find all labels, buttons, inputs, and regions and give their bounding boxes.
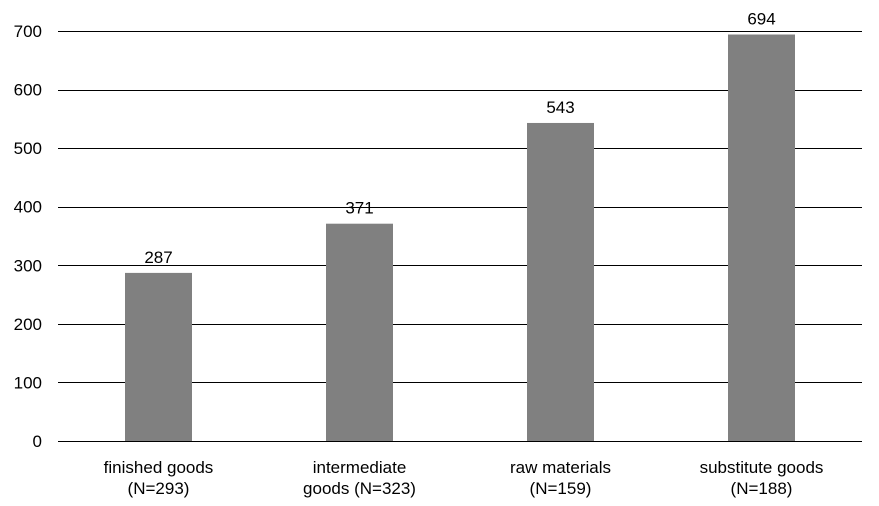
x-tick-label-line: intermediate (313, 458, 407, 477)
data-label: 287 (144, 248, 172, 267)
x-axis: finished goods (N=293) intermediate goods (… (104, 458, 824, 498)
y-tick-label: 600 (14, 81, 42, 100)
x-tick-label-line: finished goods (104, 458, 214, 477)
x-tick-label-line: goods (N=323) (303, 479, 416, 498)
bar-1 (326, 223, 393, 441)
x-tick-label-line: (N=293) (128, 479, 190, 498)
y-tick-label: 100 (14, 373, 42, 392)
y-tick-label: 0 (33, 432, 42, 451)
y-tick-label: 500 (14, 139, 42, 158)
x-tick-label-line: (N=188) (731, 479, 793, 498)
x-tick-label: intermediate goods (N=323) (303, 458, 416, 498)
bar-3 (728, 34, 795, 442)
data-label: 371 (345, 199, 373, 218)
x-tick-label: raw materials (N=159) (510, 458, 611, 498)
x-tick-label-line: raw materials (510, 458, 611, 477)
x-tick-label-line: (N=159) (530, 479, 592, 498)
bar-0 (125, 272, 192, 441)
y-tick-label: 200 (14, 315, 42, 334)
y-tick-label: 300 (14, 256, 42, 275)
bars (125, 34, 795, 442)
data-label: 694 (747, 10, 775, 29)
data-label: 543 (546, 98, 574, 117)
y-axis: 0 100 200 300 400 500 600 700 (14, 22, 42, 451)
x-tick-label-line: substitute goods (700, 458, 824, 477)
bar-2 (527, 122, 594, 441)
x-tick-label: substitute goods (N=188) (700, 458, 824, 498)
y-tick-label: 400 (14, 198, 42, 217)
x-tick-label: finished goods (N=293) (104, 458, 214, 498)
y-tick-label: 700 (14, 22, 42, 41)
data-labels: 287 371 543 694 (144, 10, 775, 267)
